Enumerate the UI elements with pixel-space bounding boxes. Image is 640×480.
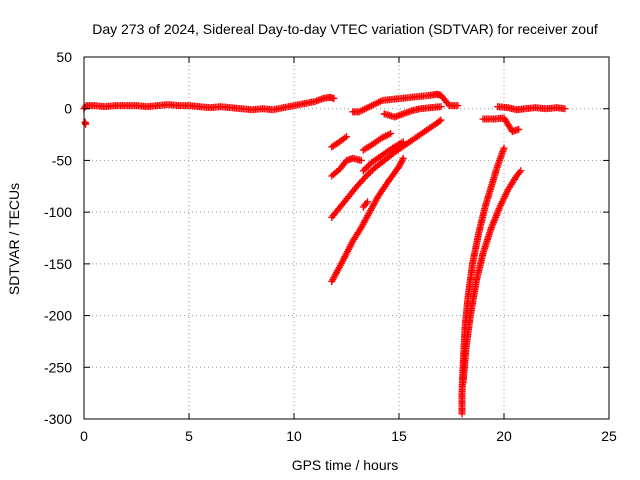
y-tick-label: 50: [56, 49, 72, 65]
x-tick-label: 5: [185, 428, 193, 444]
data-point: [561, 105, 569, 113]
x-tick-label: 25: [601, 428, 617, 444]
data-point: [436, 117, 444, 125]
x-tick-label: 15: [391, 428, 407, 444]
data-point: [500, 144, 508, 152]
data-point: [437, 116, 445, 124]
x-tick-label: 20: [496, 428, 512, 444]
data-point: [387, 130, 395, 138]
plot-data: [80, 90, 569, 418]
x-tick-label: 0: [80, 428, 88, 444]
y-axis-label: SDTVAR / TECUs: [6, 183, 22, 295]
data-point: [360, 175, 368, 183]
data-point: [517, 167, 525, 175]
data-point: [437, 103, 445, 111]
data-point: [399, 154, 407, 162]
y-tick-label: -250: [44, 359, 72, 375]
y-tick-label: -300: [44, 411, 72, 427]
data-point: [399, 138, 407, 146]
y-tick-label: -200: [44, 308, 72, 324]
y-tick-label: 0: [64, 101, 72, 117]
y-tick-label: -150: [44, 256, 72, 272]
data-point: [364, 198, 371, 206]
data-point: [82, 120, 90, 128]
axis-ticks: 0 5 10 15 20 25 -300 -250 -200 -150 -100 -50 0 50: [44, 49, 617, 444]
data-point: [343, 133, 350, 141]
y-tick-label: -50: [52, 152, 72, 168]
x-tick-label: 10: [286, 428, 302, 444]
chart-title: Day 273 of 2024, Sidereal Day-to-day VTE…: [92, 21, 598, 37]
plot-frame: [83, 56, 610, 420]
data-point: [330, 94, 338, 102]
data-point: [454, 102, 462, 110]
data-point: [357, 156, 365, 164]
data-point: [515, 125, 523, 133]
y-tick-label: -100: [44, 204, 72, 220]
x-axis-label: GPS time / hours: [292, 457, 399, 473]
